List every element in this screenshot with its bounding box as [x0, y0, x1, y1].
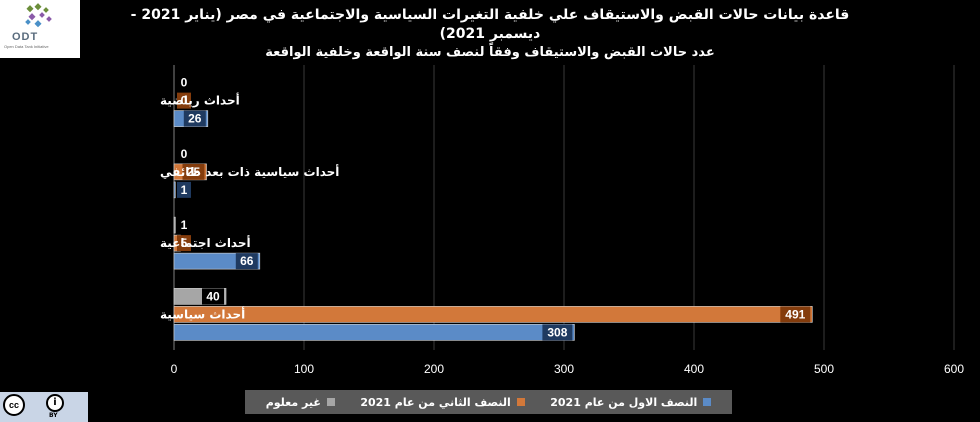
- bar: [173, 306, 813, 323]
- x-tick-label: 0: [171, 362, 178, 376]
- x-tick-label: 300: [554, 362, 574, 376]
- x-tick-label: 200: [424, 362, 444, 376]
- x-tick-labels: 0 100 200 300 400 500 600: [171, 362, 965, 376]
- data-label: 0: [181, 94, 188, 108]
- data-label: 1: [181, 183, 188, 197]
- data-label: 66: [240, 254, 254, 268]
- data-label-bg: [780, 306, 811, 323]
- category-label: أحداث رياضية: [160, 93, 240, 108]
- data-label: 25: [187, 165, 201, 179]
- legend-label: النصف الثاني من عام 2021: [360, 395, 511, 409]
- data-label: 0: [181, 147, 188, 161]
- data-label: 5: [181, 236, 188, 250]
- data-label-bg: [177, 181, 191, 198]
- legend-label: النصف الاول من عام 2021: [550, 395, 698, 409]
- data-label-bg: [177, 235, 191, 252]
- legend-swatch: [326, 398, 335, 406]
- logo-tagline: Open Data Tank Initiative: [4, 44, 49, 49]
- x-tick-label: 500: [814, 362, 834, 376]
- legend-item[interactable]: النصف الثاني من عام 2021: [360, 395, 525, 409]
- odt-logo-icon: [25, 3, 52, 28]
- data-label-bg: [183, 110, 206, 127]
- legend-swatch: [703, 398, 712, 406]
- bar: [173, 181, 176, 199]
- data-label-bg: [235, 253, 258, 270]
- data-label-bg: [182, 163, 205, 180]
- legend-item[interactable]: غير معلوم: [266, 396, 335, 409]
- data-label-bg: [202, 288, 224, 305]
- chart-title: قاعدة بيانات حالات القبض والاستيقاف علي …: [130, 7, 850, 42]
- data-label: 491: [785, 307, 805, 321]
- legend-label: غير معلوم: [265, 395, 321, 409]
- chart-legend: النصف الاول من عام 2021 النصف الثاني من ع…: [245, 390, 732, 414]
- x-tick-label: 100: [294, 362, 314, 376]
- category-label: أحداث سياسية ذات بعد طائفي: [160, 164, 339, 179]
- data-label-bg: [177, 74, 191, 91]
- x-tick-label: 400: [684, 362, 704, 376]
- data-label: 308: [547, 325, 567, 339]
- data-label: 1: [181, 218, 188, 232]
- attribution-icon: i: [46, 394, 64, 412]
- category-labels: أحداث رياضية أحداث سياسية ذات بعد طائفي أح…: [160, 93, 339, 322]
- bars: [173, 110, 813, 341]
- data-label-bg: [177, 217, 191, 234]
- bar: [173, 216, 176, 234]
- data-label-bg: [177, 145, 191, 162]
- data-label-bg: [177, 92, 191, 109]
- data-label: 40: [206, 289, 220, 303]
- category-label: أحداث اجتماعية: [160, 235, 251, 250]
- odt-logo: ODT Open Data Tank Initiative: [0, 0, 80, 58]
- data-label-bg: [542, 324, 573, 341]
- cc-icon: cc: [3, 394, 25, 416]
- data-label: 26: [188, 112, 202, 126]
- legend-swatch: [516, 398, 525, 406]
- cc-license-badge[interactable]: cc i BY: [0, 392, 88, 422]
- chart-titles: قاعدة بيانات حالات القبض والاستيقاف علي …: [110, 6, 870, 62]
- data-label: 0: [181, 76, 188, 90]
- legend-item[interactable]: النصف الاول من عام 2021: [550, 395, 712, 409]
- by-label: BY: [49, 412, 58, 419]
- category-label: أحداث سياسية: [160, 306, 245, 321]
- chart-subtitle: عدد حالات القبض والاستيقاف وفقاً لنصف سن…: [265, 45, 715, 60]
- x-tick-label: 600: [944, 362, 964, 376]
- logo-text: ODT: [12, 31, 39, 43]
- bar: [173, 324, 575, 341]
